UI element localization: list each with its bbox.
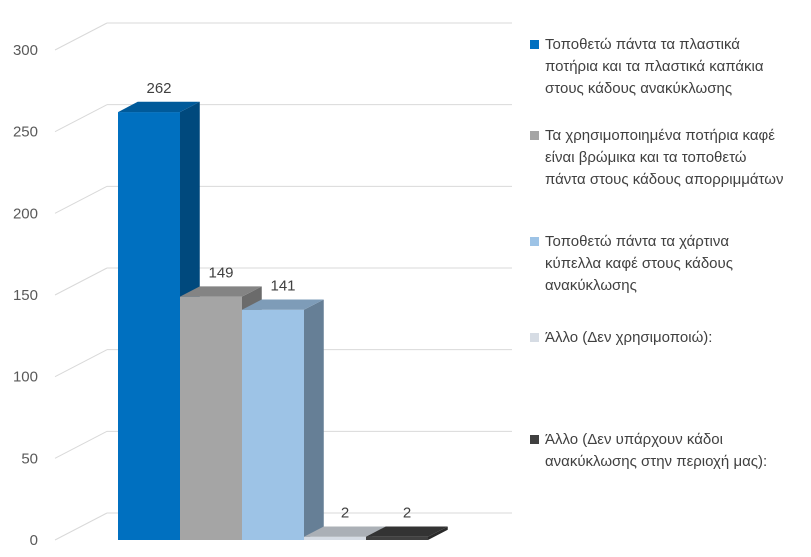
bar-top — [118, 101, 200, 113]
legend-swatch — [530, 237, 539, 246]
data-label: 262 — [146, 80, 171, 97]
y-tick-label: 300 — [13, 42, 38, 59]
bar-chart: 0 50 100 150 200 250 300 262 149 141 2 2 — [13, 22, 512, 549]
legend-label: Άλλο (Δεν υπάρχουν κάδοι ανακύκλωσης στη… — [545, 431, 768, 470]
bars — [118, 101, 448, 541]
y-tick-label: 200 — [13, 205, 38, 222]
legend-swatch — [530, 435, 539, 444]
y-tick-label: 250 — [13, 124, 38, 141]
gridline — [54, 104, 108, 133]
y-tick-label: 0 — [30, 532, 38, 549]
bar-front — [366, 536, 428, 540]
legend-label: Τα χρησιμοποιημένα ποτήρια καφέ είναι βρ… — [545, 127, 784, 188]
gridline — [54, 349, 108, 378]
bar-top — [180, 286, 262, 297]
y-tick-label: 50 — [21, 450, 38, 467]
gridline — [54, 512, 108, 541]
data-labels: 262 149 141 2 2 — [146, 80, 411, 522]
gridline — [54, 267, 108, 296]
bar-front — [118, 112, 180, 541]
data-label: 2 — [403, 504, 411, 521]
bar-front — [304, 536, 366, 540]
bar — [242, 299, 324, 540]
bar-front — [242, 309, 304, 540]
bar-side — [428, 526, 448, 540]
bar-top — [242, 299, 324, 310]
legend: Τοποθετώ πάντα τα πλαστικά ποτήρια και τ… — [530, 0, 811, 557]
gridline — [54, 185, 108, 214]
legend-label: Άλλο (Δεν χρησιμοποιώ): — [545, 329, 713, 346]
bar-top — [366, 526, 448, 537]
legend-swatch — [530, 40, 539, 49]
gridline — [54, 22, 108, 51]
data-label: 149 — [208, 264, 233, 281]
data-label: 141 — [270, 277, 295, 294]
gridline — [54, 430, 108, 459]
y-axis: 0 50 100 150 200 250 300 — [13, 42, 38, 549]
y-tick-label: 150 — [13, 287, 38, 304]
legend-swatch — [530, 131, 539, 140]
bar-side — [304, 299, 324, 540]
legend-label: Τοποθετώ πάντα τα πλαστικά ποτήρια και τ… — [545, 36, 764, 97]
bar — [366, 526, 448, 540]
legend-label: Τοποθετώ πάντα τα χάρτινα κύπελλα καφέ σ… — [545, 233, 733, 294]
legend-swatch — [530, 333, 539, 342]
y-tick-label: 100 — [13, 369, 38, 386]
bar-front — [180, 296, 242, 540]
bar-top — [304, 526, 386, 537]
data-label: 2 — [341, 504, 349, 521]
